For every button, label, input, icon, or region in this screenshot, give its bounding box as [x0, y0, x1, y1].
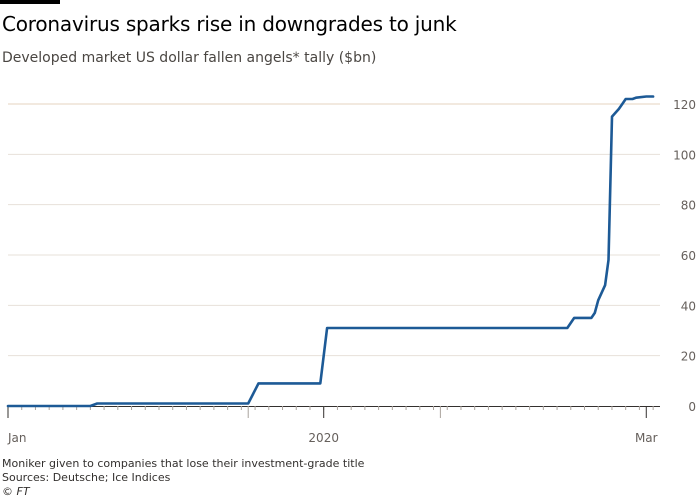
chart-subtitle: Developed market US dollar fallen angels…	[2, 50, 377, 66]
x-tick-label: Mar	[635, 431, 658, 445]
x-tick-label: 2020	[308, 431, 339, 445]
y-tick-label: 40	[681, 299, 696, 313]
y-tick-label: 80	[681, 199, 696, 213]
chart-title: Coronavirus sparks rise in downgrades to…	[2, 12, 457, 36]
y-tick-label: 100	[673, 148, 696, 162]
series-line	[6, 95, 655, 408]
ft-brand-bar	[0, 0, 60, 4]
y-tick-label: 60	[681, 249, 696, 263]
sources: Sources: Deutsche; Ice Indices	[2, 471, 171, 484]
y-tick-label: 0	[688, 400, 696, 414]
footnote: Moniker given to companies that lose the…	[2, 457, 365, 470]
y-tick-label: 20	[681, 350, 696, 364]
x-tick-label: Jan	[7, 431, 27, 445]
y-tick-label: 120	[673, 98, 696, 112]
copyright: © FT	[2, 485, 30, 498]
